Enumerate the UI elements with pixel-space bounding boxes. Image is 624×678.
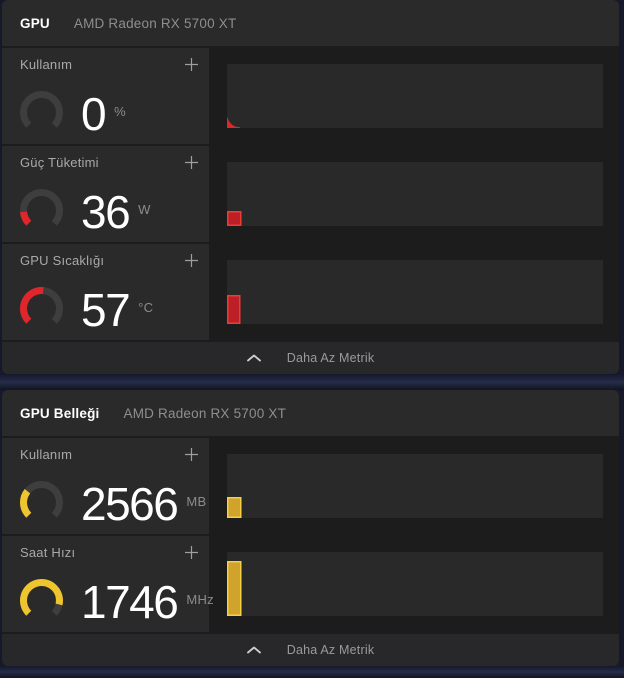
metric-label: Saat Hızı	[20, 545, 76, 560]
metric-value: 57	[81, 284, 131, 336]
pin-metric-button[interactable]	[179, 52, 203, 76]
metric-value-row: 2566 MB	[81, 478, 206, 530]
metric-tile: Saat Hızı 1746 MHz	[2, 536, 214, 632]
metric-value: 1746	[81, 576, 179, 628]
metric-value-row: 1746 MHz	[81, 576, 214, 628]
metric-value-row: 36 W	[81, 186, 151, 238]
plus-icon	[184, 545, 198, 559]
metric-unit: MB	[186, 493, 207, 509]
plus-icon	[184, 447, 198, 461]
metric-row: GPU Sıcaklığı 57 °C	[2, 244, 619, 340]
pin-metric-button[interactable]	[179, 248, 203, 272]
section-title: GPU	[20, 15, 50, 31]
metric-unit: %	[114, 103, 126, 119]
footer-label: Daha Az Metrik	[286, 643, 375, 657]
history-chart-area	[209, 438, 619, 534]
fewer-metrics-button[interactable]: Daha Az Metrik	[2, 342, 619, 374]
section-divider	[0, 374, 624, 390]
metric-unit: W	[138, 201, 151, 217]
pin-metric-button[interactable]	[179, 540, 203, 564]
metric-value-row: 0 %	[81, 88, 126, 140]
metric-tile: GPU Sıcaklığı 57 °C	[2, 244, 209, 340]
metric-tile: Güç Tüketimi 36 W	[2, 146, 209, 242]
section-header: GPU Belleği AMD Radeon RX 5700 XT	[2, 390, 619, 436]
plus-icon	[184, 155, 198, 169]
history-chart-area	[209, 536, 619, 632]
metric-label: GPU Sıcaklığı	[20, 253, 105, 268]
metric-unit: °C	[138, 299, 154, 315]
metric-section-card: GPU Belleği AMD Radeon RX 5700 XT Kullan…	[2, 390, 619, 666]
history-chart	[227, 64, 603, 128]
history-chart	[227, 162, 603, 226]
metric-rows: Kullanım 2566 MB Saat Hızı	[2, 438, 619, 632]
metric-value: 36	[81, 186, 131, 238]
metric-unit: MHz	[186, 591, 214, 607]
device-name: AMD Radeon RX 5700 XT	[73, 15, 237, 31]
metric-tile: Kullanım 0 %	[2, 48, 209, 144]
metric-label: Güç Tüketimi	[20, 155, 99, 170]
history-chart-area	[209, 244, 619, 340]
history-chart	[227, 260, 603, 324]
device-name: AMD Radeon RX 5700 XT	[123, 405, 287, 421]
section-title: GPU Belleği	[20, 405, 100, 421]
metric-tile: Kullanım 2566 MB	[2, 438, 209, 534]
history-chart	[227, 454, 603, 518]
fewer-metrics-button[interactable]: Daha Az Metrik	[2, 634, 619, 666]
footer-label: Daha Az Metrik	[286, 351, 375, 365]
history-chart-area	[209, 146, 619, 242]
metric-row: Kullanım 2566 MB	[2, 438, 619, 534]
section-header: GPU AMD Radeon RX 5700 XT	[2, 0, 619, 46]
metric-label: Kullanım	[20, 447, 73, 462]
pin-metric-button[interactable]	[179, 442, 203, 466]
gauge	[20, 91, 63, 128]
metric-value: 2566	[81, 478, 179, 530]
metric-label: Kullanım	[20, 57, 73, 72]
gauge	[20, 287, 63, 324]
chevron-up-icon	[246, 354, 261, 362]
gauge	[20, 481, 63, 518]
gauge	[20, 579, 63, 616]
history-chart-area	[209, 48, 619, 144]
metric-value-row: 57 °C	[81, 284, 153, 336]
gauge	[20, 189, 63, 226]
history-chart	[227, 552, 603, 616]
pin-metric-button[interactable]	[179, 150, 203, 174]
plus-icon	[184, 57, 198, 71]
metric-value: 0	[81, 88, 107, 140]
section-divider	[0, 666, 624, 678]
chevron-up-icon	[246, 646, 261, 654]
metric-section-card: GPU AMD Radeon RX 5700 XT Kullanım 0 %	[2, 0, 619, 374]
metric-row: Kullanım 0 %	[2, 48, 619, 144]
metric-row: Güç Tüketimi 36 W	[2, 146, 619, 242]
metric-row: Saat Hızı 1746 MHz	[2, 536, 619, 632]
plus-icon	[184, 253, 198, 267]
metric-rows: Kullanım 0 % Güç Tüketimi	[2, 48, 619, 340]
